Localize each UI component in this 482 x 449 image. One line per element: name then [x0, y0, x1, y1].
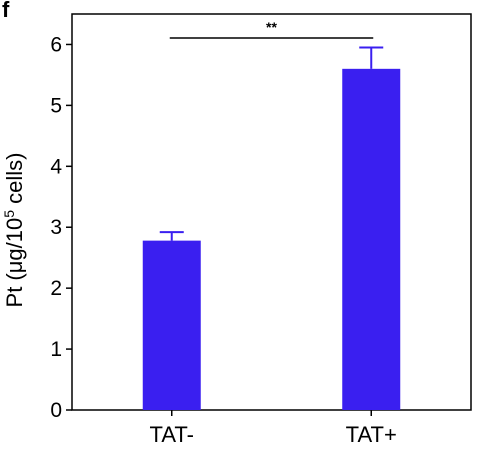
significance-bracket: ** [169, 19, 374, 39]
y-tick-label: 5 [50, 94, 62, 117]
y-tick-label: 4 [50, 155, 62, 178]
y-tick-label: 6 [50, 33, 62, 56]
panel-letter: f [2, 0, 10, 22]
bar [342, 68, 401, 410]
y-axis-title-superscript: 5 [1, 210, 17, 218]
y-ticks: 0 1 2 3 4 5 6 [50, 33, 72, 422]
y-tick-label: 1 [50, 338, 62, 361]
bars [142, 46, 401, 410]
axes [71, 13, 472, 411]
y-tick-label: 2 [50, 277, 62, 300]
y-tick-label: 0 [50, 399, 62, 422]
x-tick-labels: TAT- TAT+ [150, 410, 397, 447]
x-tick-label: TAT+ [346, 422, 397, 447]
y-tick-label: 3 [50, 216, 62, 239]
bar [142, 240, 201, 410]
x-tick-label: TAT- [150, 422, 194, 447]
y-axis-title: Pt (μg/105 cells) [1, 153, 27, 308]
significance-label: ** [266, 19, 277, 35]
plot-frame [71, 13, 472, 411]
